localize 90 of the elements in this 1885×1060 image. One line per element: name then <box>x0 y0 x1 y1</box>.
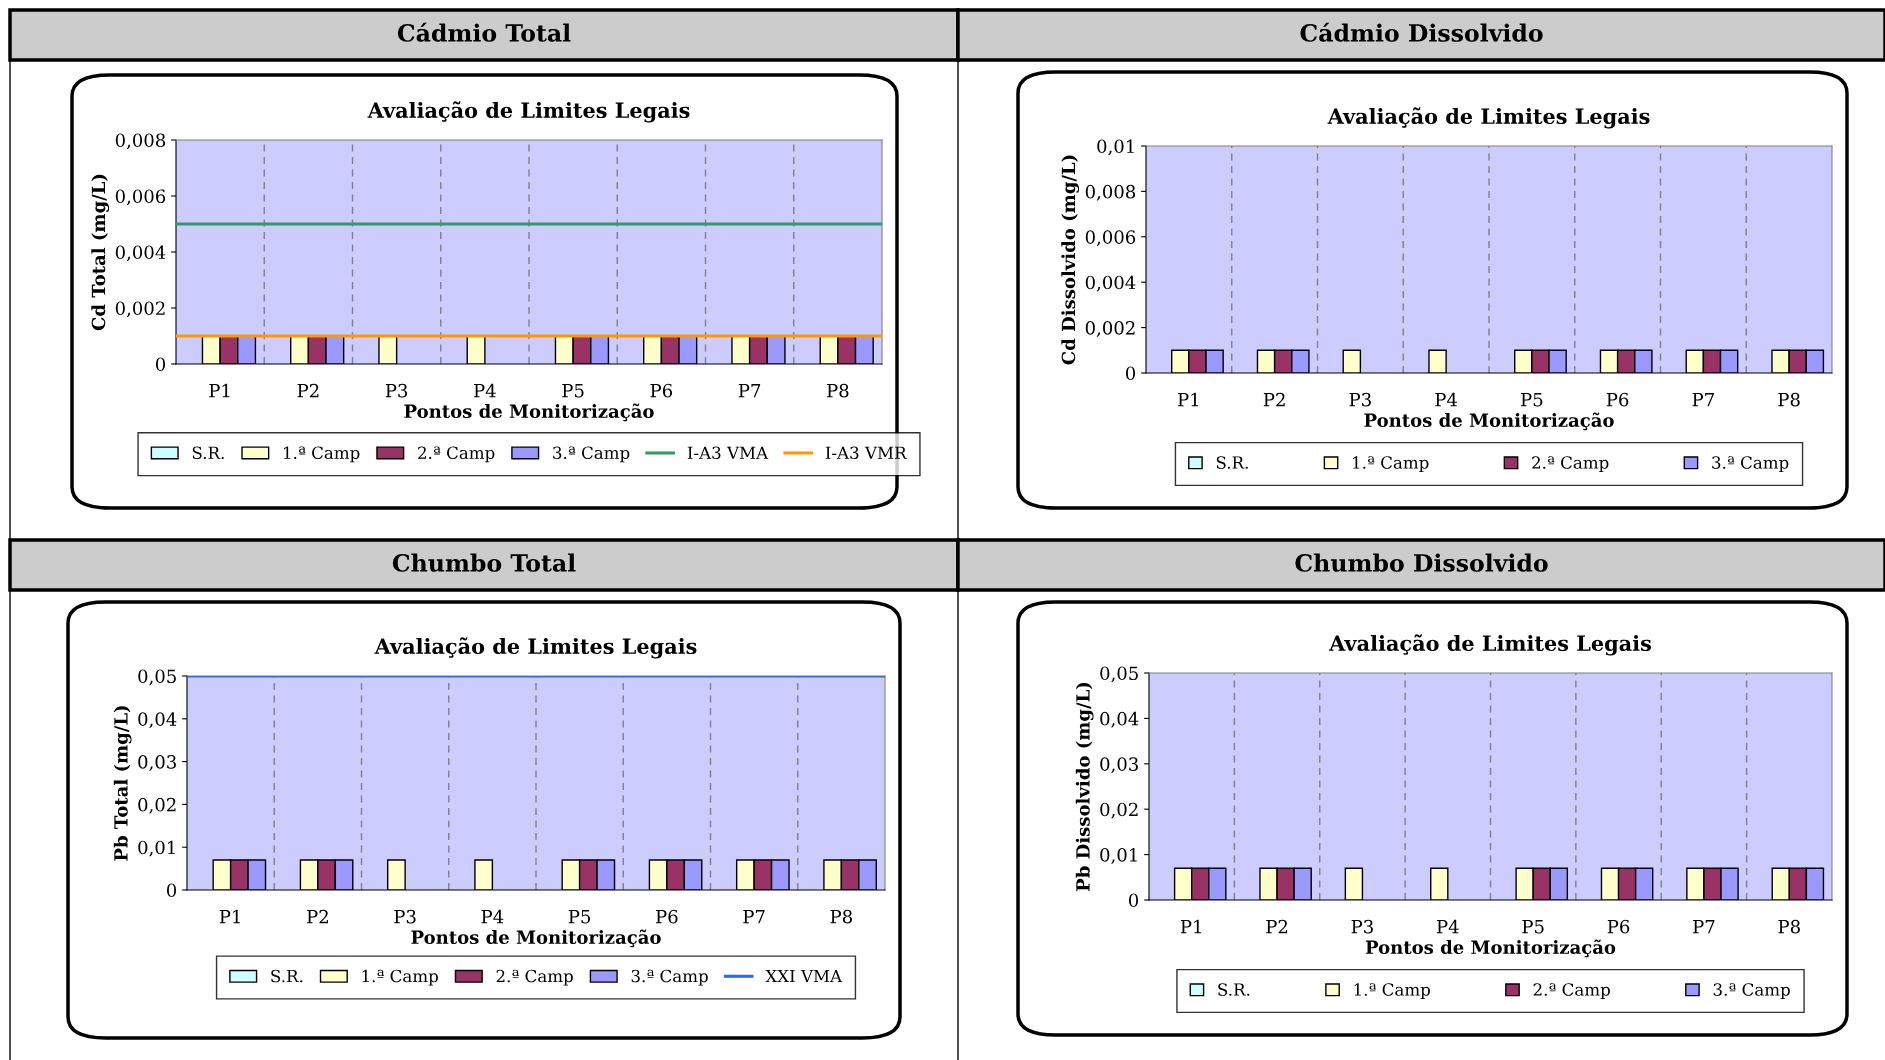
x-tick-label: P1 <box>1180 919 1201 934</box>
chart-title: Chumbo Total <box>392 553 576 572</box>
chart-subtitle: Avaliação de Limites Legais <box>1329 634 1651 656</box>
legend-label: 2.ª Camp <box>496 969 573 986</box>
x-tick-label: P2 <box>1266 919 1288 934</box>
x-tick-label: P1 <box>209 383 230 398</box>
x-axis-title: Pontos de Monitorização <box>1365 939 1616 958</box>
chart-title: Cádmio Dissolvido <box>1300 22 1543 42</box>
legend-label: I-A3 VMA <box>687 446 769 460</box>
y-axis-title: Pb Dissolvido (mg/L) <box>1075 682 1094 891</box>
x-tick-label: P2 <box>1263 392 1285 407</box>
y-tick-label: 0 <box>155 357 166 372</box>
y-tick-label: 0,008 <box>115 133 166 150</box>
chart-subtitle: Avaliação de Limites Legais <box>367 101 690 123</box>
y-tick-label: 0,01 <box>1097 139 1134 156</box>
x-axis-title: Pontos de Monitorização <box>404 403 654 422</box>
y-axis-title: Cd Dissolvido (mg/L) <box>1061 155 1080 365</box>
chart-subtitle: Avaliação de Limites Legais <box>374 637 697 659</box>
x-tick-label: P4 <box>481 909 504 924</box>
y-tick-label: 0,006 <box>115 189 166 206</box>
chart-subtitle: Avaliação de Limites Legais <box>1327 107 1650 129</box>
y-tick-label: 0,05 <box>138 669 176 686</box>
legend-label: 2.ª Camp <box>1533 983 1610 1000</box>
x-tick-label: P1 <box>1178 392 1199 407</box>
x-tick-label: P6 <box>1606 392 1629 407</box>
y-tick-label: 0,004 <box>1085 275 1136 292</box>
y-tick-label: 0,002 <box>115 301 165 318</box>
x-tick-label: P6 <box>656 909 678 924</box>
legend-label: 1.ª Camp <box>362 969 438 986</box>
x-tick-label: P8 <box>1778 919 1800 934</box>
y-tick-label: 0,01 <box>1100 848 1137 864</box>
x-tick-label: P3 <box>1351 919 1373 934</box>
y-tick-label: 0,008 <box>1085 184 1136 201</box>
legend-label: XXI VMA <box>765 969 843 983</box>
y-tick-label: 0,006 <box>1085 230 1136 247</box>
x-tick-label: P6 <box>1607 919 1630 934</box>
y-tick-label: 0,04 <box>1100 711 1139 728</box>
chart-title: Cádmio Total <box>397 22 571 42</box>
legend-label: 1.ª Camp <box>1353 456 1429 473</box>
x-axis-title: Pontos de Monitorização <box>1364 412 1614 431</box>
legend-label: 3.ª Camp <box>1713 983 1790 1000</box>
legend-label: S.R. <box>192 446 224 460</box>
legend-label: 2.ª Camp <box>418 446 495 463</box>
y-tick-label: 0 <box>166 883 177 898</box>
x-tick-label: P3 <box>1349 392 1371 407</box>
legend-label: 1.ª Camp <box>1354 983 1430 1000</box>
legend-label: 3.ª Camp <box>631 969 708 986</box>
x-axis-title: Pontos de Monitorização <box>411 929 661 948</box>
x-tick-label: P8 <box>830 909 852 924</box>
x-tick-label: P6 <box>650 383 673 398</box>
y-tick-label: 0,02 <box>138 797 176 814</box>
legend-label: 1.ª Camp <box>284 446 360 463</box>
x-tick-label: P7 <box>1692 393 1714 407</box>
x-tick-label: P3 <box>385 383 408 398</box>
x-tick-label: P2 <box>297 383 319 398</box>
y-tick-label: 0,004 <box>115 245 166 262</box>
x-tick-label: P7 <box>743 910 765 924</box>
x-tick-label: P8 <box>1778 392 1800 407</box>
y-axis-title: Pb Total (mg/L) <box>113 706 132 861</box>
x-tick-label: P5 <box>1522 920 1544 934</box>
x-tick-label: P5 <box>562 384 584 398</box>
x-tick-label: P3 <box>394 909 416 924</box>
y-axis-title: Cd Total (mg/L) <box>91 174 110 331</box>
x-tick-label: P5 <box>568 910 591 924</box>
legend-label: S.R. <box>1218 983 1250 996</box>
legend-label: 3.ª Camp <box>553 446 630 463</box>
x-tick-label: P7 <box>1693 920 1715 934</box>
x-tick-label: P1 <box>219 909 240 924</box>
y-tick-label: 0,01 <box>138 840 175 857</box>
legend-label: S.R. <box>1216 456 1248 469</box>
chart-title: Chumbo Dissolvido <box>1295 553 1548 572</box>
y-tick-label: 0,03 <box>138 755 176 771</box>
x-tick-label: P4 <box>1436 919 1459 934</box>
x-tick-label: P2 <box>307 909 328 924</box>
y-tick-label: 0,04 <box>138 712 177 729</box>
legend-label: 2.ª Camp <box>1532 456 1609 473</box>
y-tick-label: 0 <box>1125 366 1136 381</box>
x-tick-label: P4 <box>1435 392 1458 407</box>
y-tick-label: 0,03 <box>1100 757 1138 774</box>
x-tick-label: P4 <box>474 383 496 398</box>
y-tick-label: 0,02 <box>1100 802 1138 819</box>
x-tick-label: P8 <box>827 383 849 398</box>
y-tick-label: 0,05 <box>1100 666 1138 683</box>
x-tick-label: P5 <box>1521 393 1543 407</box>
y-tick-label: 0,002 <box>1085 321 1135 337</box>
y-tick-label: 0 <box>1128 893 1139 908</box>
legend-label: 3.ª Camp <box>1712 456 1789 473</box>
legend-label: S.R. <box>271 969 303 983</box>
x-tick-label: P7 <box>738 384 761 398</box>
legend-label: I-A3 VMR <box>825 446 908 460</box>
